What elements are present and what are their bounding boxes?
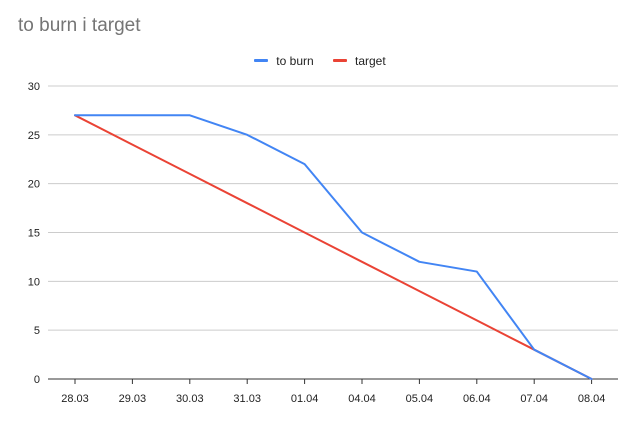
x-tick-label: 28.03 [61, 393, 89, 405]
y-tick-label: 20 [28, 179, 40, 191]
legend-item-to-burn[interactable]: to burn [254, 53, 314, 68]
data-point-target[interactable] [244, 200, 250, 206]
y-tick-label: 25 [28, 130, 40, 142]
data-point-target[interactable] [129, 142, 135, 148]
x-tick-label: 06.04 [463, 393, 491, 405]
data-point-to-burn[interactable] [589, 376, 595, 382]
x-tick-label: 29.03 [119, 393, 147, 405]
legend: to burn target [0, 51, 640, 68]
data-point-target[interactable] [474, 317, 480, 323]
series-line-to-burn [74, 114, 593, 380]
x-tick-label: 31.03 [233, 393, 261, 405]
data-point-to-burn[interactable] [416, 259, 422, 265]
data-point-to-burn[interactable] [244, 132, 250, 138]
y-tick-label: 15 [28, 228, 40, 240]
data-point-to-burn[interactable] [187, 112, 193, 118]
y-tick-label: 30 [28, 81, 40, 93]
legend-swatch-target [333, 59, 347, 62]
legend-swatch-to-burn [254, 59, 269, 62]
y-tick-label: 10 [28, 276, 40, 288]
x-tick-label: 05.04 [406, 393, 434, 405]
data-point-to-burn[interactable] [531, 347, 537, 353]
x-tick-label: 08.04 [578, 393, 606, 405]
chart-title: to burn i target [18, 15, 141, 36]
x-tick-label: 30.03 [176, 393, 204, 405]
data-point-to-burn[interactable] [474, 269, 480, 275]
x-tick-label: 07.04 [520, 393, 548, 405]
data-point-to-burn[interactable] [129, 112, 135, 118]
data-point-target[interactable] [359, 259, 365, 265]
data-point-target[interactable] [187, 171, 193, 177]
legend-label-to-burn: to burn [276, 53, 314, 68]
y-tick-label: 5 [34, 325, 40, 337]
data-point-to-burn[interactable] [72, 112, 78, 118]
series-line-target [74, 114, 593, 380]
data-point-target[interactable] [416, 288, 422, 294]
y-tick-label: 0 [34, 374, 40, 386]
x-tick-label: 01.04 [291, 393, 319, 405]
legend-item-target[interactable]: target [333, 54, 386, 68]
data-point-to-burn[interactable] [302, 161, 308, 167]
legend-label-target: target [355, 53, 386, 68]
data-point-target[interactable] [302, 230, 308, 236]
x-tick-label: 04.04 [348, 393, 376, 405]
data-point-to-burn[interactable] [359, 230, 365, 236]
